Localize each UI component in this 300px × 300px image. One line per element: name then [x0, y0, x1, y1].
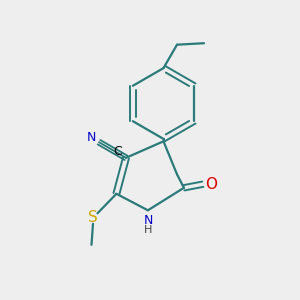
- Text: C: C: [113, 145, 122, 158]
- Text: O: O: [205, 177, 217, 192]
- Text: S: S: [88, 210, 98, 225]
- Text: N: N: [144, 214, 153, 227]
- Text: N: N: [87, 131, 96, 145]
- Text: H: H: [144, 225, 153, 235]
